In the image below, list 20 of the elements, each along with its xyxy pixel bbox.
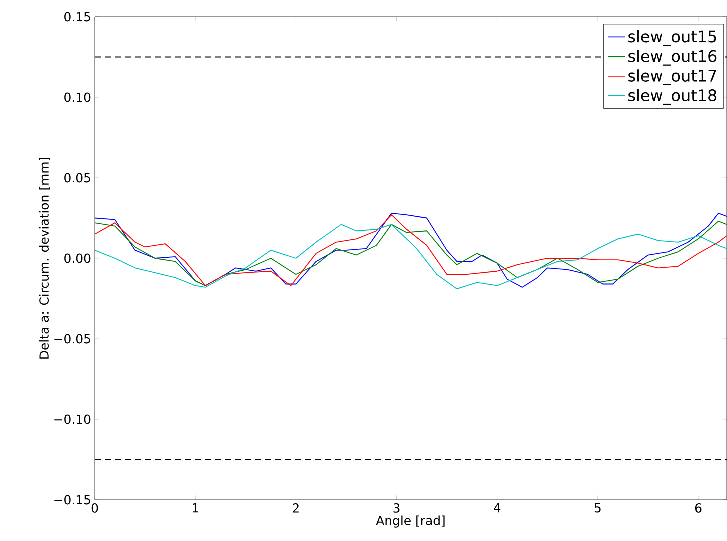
x-axis-title: Angle [rad]: [376, 516, 445, 528]
y-tick-label: 0.00: [64, 254, 91, 264]
x-tick-label: 4: [494, 504, 501, 513]
y-tick-label: 0.05: [64, 173, 90, 183]
x-tick-label: 1: [193, 504, 198, 513]
y-tick-label: 0.10: [64, 92, 91, 102]
x-tick-label: 2: [293, 504, 299, 513]
x-tick-label: 5: [594, 504, 601, 513]
y-tick-label: 0.15: [64, 12, 90, 22]
legend-label: slew_out15: [628, 30, 716, 46]
legend-label: slew_out16: [628, 50, 717, 66]
legend-label: slew_out17: [628, 70, 716, 86]
x-tick-label: 3: [394, 504, 400, 513]
x-tick-label: 0: [92, 504, 98, 513]
y-tick-label: −0.15: [54, 495, 90, 505]
y-tick-label: −0.05: [54, 334, 90, 344]
y-axis-title: Delta a: Circum. deviation [mm]: [39, 158, 50, 359]
x-tick-label: 6: [695, 504, 702, 513]
y-tick-label: −0.10: [54, 414, 91, 424]
legend-label: slew_out18: [628, 89, 717, 106]
